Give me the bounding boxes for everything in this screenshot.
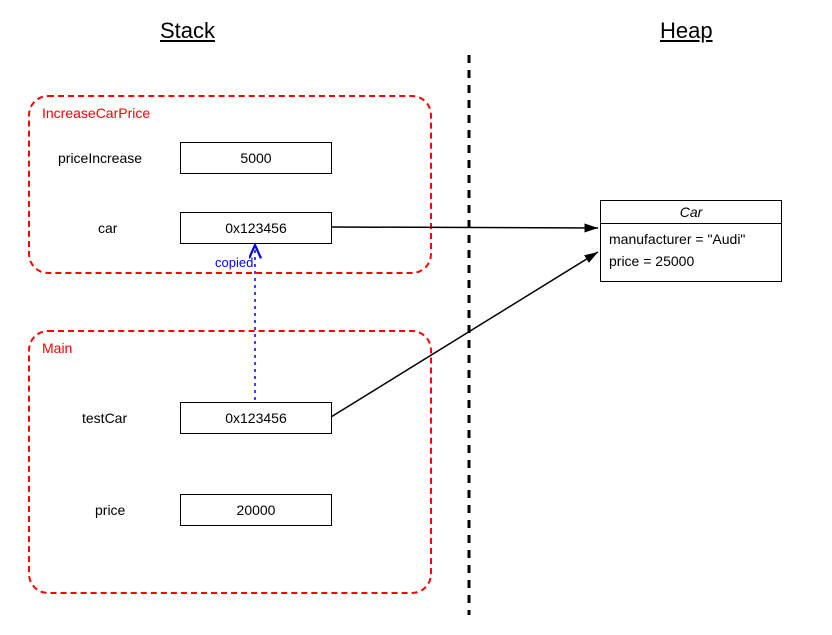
heap-field-manufacturer: manufacturer = "Audi" bbox=[609, 228, 773, 250]
var-box-test-car: 0x123456 bbox=[180, 402, 332, 434]
heap-object-car: Car manufacturer = "Audi" price = 25000 bbox=[600, 200, 782, 282]
var-box-price: 20000 bbox=[180, 494, 332, 526]
heap-header: Heap bbox=[660, 18, 713, 44]
heap-field-price: price = 25000 bbox=[609, 250, 773, 272]
frame-main bbox=[28, 330, 432, 594]
var-label-car: car bbox=[98, 220, 117, 236]
var-label-price-increase: priceIncrease bbox=[58, 150, 142, 166]
heap-object-body: manufacturer = "Audi" price = 25000 bbox=[601, 224, 781, 277]
var-label-price: price bbox=[95, 502, 125, 518]
var-label-test-car: testCar bbox=[82, 410, 127, 426]
stack-header: Stack bbox=[160, 18, 215, 44]
heap-object-title: Car bbox=[601, 201, 781, 224]
frame-label-increase-car-price: IncreaseCarPrice bbox=[42, 105, 150, 121]
frame-increase-car-price bbox=[28, 95, 432, 274]
diagram-canvas: Stack Heap IncreaseCarPrice priceIncreas… bbox=[0, 0, 832, 635]
var-box-car: 0x123456 bbox=[180, 212, 332, 244]
copied-label: copied bbox=[215, 255, 253, 270]
var-box-price-increase: 5000 bbox=[180, 142, 332, 174]
frame-label-main: Main bbox=[42, 340, 72, 356]
